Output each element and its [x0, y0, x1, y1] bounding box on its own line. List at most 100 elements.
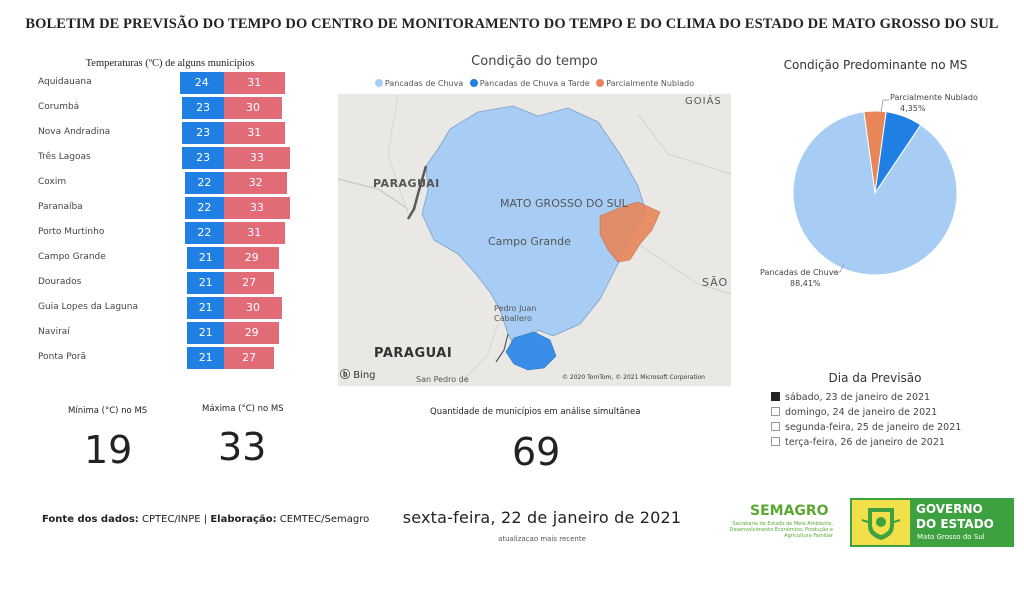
min-temp-bar[interactable]: 21: [187, 347, 224, 369]
min-temp-value: 19: [84, 428, 133, 472]
pie-value-parcialmente-nublado: 4,35%: [900, 104, 926, 113]
temperature-bar-chart: Aquidauana 24 31 Corumbá 23 30 Nova Andradina 2…: [0, 72, 300, 372]
legend-dot: [469, 79, 478, 87]
legend-dot: [374, 79, 383, 87]
temperature-row[interactable]: Porto Murtinho 22 31: [0, 222, 300, 244]
min-temp-bar[interactable]: 22: [184, 222, 224, 244]
municipality-count-value: 69: [512, 430, 561, 474]
legend-item-parcialmente-nublado[interactable]: Parcialmente Nublado: [596, 79, 694, 88]
min-temp-bar[interactable]: 21: [187, 297, 224, 319]
temperature-row[interactable]: Dourados 21 27: [0, 272, 300, 294]
min-temp-bar[interactable]: 23: [182, 147, 224, 169]
checkbox[interactable]: [771, 407, 780, 416]
temperature-row[interactable]: Paranaíba 22 33: [0, 197, 300, 219]
city-label: Guia Lopes da Laguna: [38, 302, 138, 312]
max-temp-bar[interactable]: 29: [224, 247, 280, 269]
pie-leader-line-bottom: [832, 263, 845, 273]
legend-dot: [596, 79, 605, 87]
map-shapes: [338, 94, 731, 386]
checkbox[interactable]: [771, 422, 780, 431]
region-parcialmente-nublado: [599, 201, 661, 263]
map-copyright: © 2020 TomTom, © 2021 Microsoft Corporat…: [562, 374, 705, 381]
pie-chart[interactable]: [790, 108, 960, 278]
pie-value-pancadas: 88,41%: [790, 279, 821, 288]
min-temp-bar[interactable]: 23: [182, 97, 224, 119]
last-updated-label: atualizacao mais recente: [498, 535, 586, 543]
city-label: Ponta Porã: [38, 352, 87, 362]
min-temp-bar[interactable]: 21: [187, 322, 224, 344]
bing-icon: ⓑ: [340, 370, 350, 381]
map-legend: Pancadas de Chuva Pancadas de Chuva a Ta…: [338, 79, 731, 88]
min-temp-bar[interactable]: 23: [182, 122, 224, 144]
temperature-row[interactable]: Aquidauana 24 31: [0, 72, 300, 94]
forecast-day-title: Dia da Previsão: [828, 371, 922, 385]
max-temp-bar[interactable]: 29: [224, 322, 280, 344]
legend-item-pancadas-tarde[interactable]: Pancadas de Chuva a Tarde: [469, 79, 590, 88]
min-temp-bar[interactable]: 22: [184, 172, 224, 194]
max-temp-bar[interactable]: 33: [224, 197, 290, 219]
temperature-row[interactable]: Coxim 22 32: [0, 172, 300, 194]
pie-label-pancadas: Pancadas de Chuva: [760, 268, 839, 277]
temperature-row[interactable]: Nova Andradina 23 31: [0, 122, 300, 144]
map-label-ms: MATO GROSSO DO SUL: [500, 197, 628, 210]
city-label: Campo Grande: [38, 252, 106, 262]
pie-leader-line-top: [880, 99, 889, 113]
gov-line3: Mato Grosso do Sul: [917, 533, 985, 541]
max-temp-bar[interactable]: 30: [224, 97, 282, 119]
temperature-row[interactable]: Naviraí 21 29: [0, 322, 300, 344]
map-label-paraguai-top: PARAGUAI: [373, 177, 440, 190]
municipality-count-label: Quantidade de municípios em análise simu…: [430, 407, 641, 417]
max-temp-value: 33: [218, 425, 267, 469]
min-temp-bar[interactable]: 21: [187, 247, 224, 269]
temperature-row[interactable]: Três Lagoas 23 33: [0, 147, 300, 169]
min-temp-bar[interactable]: 21: [187, 272, 224, 294]
governo-ms-logo: GOVERNO DO ESTADO Mato Grosso do Sul: [850, 498, 1014, 547]
weather-map[interactable]: GOIÁS MATO GROSSO DO SUL Campo Grande PA…: [338, 94, 731, 386]
map-label-paraguai: PARAGUAI: [374, 346, 453, 361]
map-label-caballero: Caballero: [494, 314, 532, 323]
city-label: Paranaíba: [38, 202, 83, 212]
temperature-row[interactable]: Guia Lopes da Laguna 21 30: [0, 297, 300, 319]
city-label: Três Lagoas: [38, 152, 91, 162]
bing-logo: ⓑ Bing: [340, 370, 376, 381]
gov-line2: DO ESTADO: [916, 517, 994, 531]
semagro-name: SEMAGRO: [750, 503, 829, 519]
checkbox[interactable]: [771, 437, 780, 446]
checkbox[interactable]: [771, 392, 780, 401]
state-emblem-icon: [852, 500, 910, 545]
city-label: Naviraí: [38, 327, 70, 337]
day-option-monday[interactable]: segunda-feira, 25 de janeiro de 2021: [771, 422, 961, 433]
day-option-tuesday[interactable]: terça-feira, 26 de janeiro de 2021: [771, 437, 945, 448]
temperature-row[interactable]: Corumbá 23 30: [0, 97, 300, 119]
day-option-saturday[interactable]: sábado, 23 de janeiro de 2021: [771, 392, 930, 403]
region-pancadas-de-chuva: [421, 105, 647, 351]
max-temp-bar[interactable]: 32: [224, 172, 288, 194]
gov-line1: GOVERNO: [916, 502, 983, 516]
map-label-san-pedro: San Pedro de: [416, 375, 469, 384]
page-title: BOLETIM DE PREVISÃO DO TEMPO DO CENTRO D…: [25, 16, 999, 32]
temperature-row[interactable]: Campo Grande 21 29: [0, 247, 300, 269]
max-temp-bar[interactable]: 27: [224, 347, 275, 369]
min-temp-bar[interactable]: 22: [184, 197, 224, 219]
temperature-row[interactable]: Ponta Porã 21 27: [0, 347, 300, 369]
map-label-pedro-juan: Pedro Juan: [494, 304, 537, 313]
temperatures-title: Temperaturas (ºC) de alguns municípios: [85, 58, 255, 69]
pie-slice[interactable]: [792, 111, 958, 276]
max-temp-bar[interactable]: 33: [224, 147, 290, 169]
map-label-goias: GOIÁS: [685, 96, 722, 107]
data-source: Fonte dos dados: CPTEC/INPE | Elaboração…: [42, 514, 370, 525]
city-label: Corumbá: [38, 102, 80, 112]
city-label: Aquidauana: [38, 77, 92, 87]
max-temp-bar[interactable]: 27: [224, 272, 275, 294]
max-temp-bar[interactable]: 30: [224, 297, 282, 319]
max-temp-bar[interactable]: 31: [224, 222, 285, 244]
min-temp-bar[interactable]: 24: [179, 72, 224, 94]
legend-item-pancadas[interactable]: Pancadas de Chuva: [374, 79, 463, 88]
city-label: Coxim: [38, 177, 67, 187]
day-option-sunday[interactable]: domingo, 24 de janeiro de 2021: [771, 407, 937, 418]
city-label: Nova Andradina: [38, 127, 111, 137]
max-temp-bar[interactable]: 31: [224, 122, 285, 144]
max-temp-bar[interactable]: 31: [224, 72, 285, 94]
city-label: Dourados: [38, 277, 82, 287]
pie-title: Condição Predominante no MS: [783, 58, 968, 72]
